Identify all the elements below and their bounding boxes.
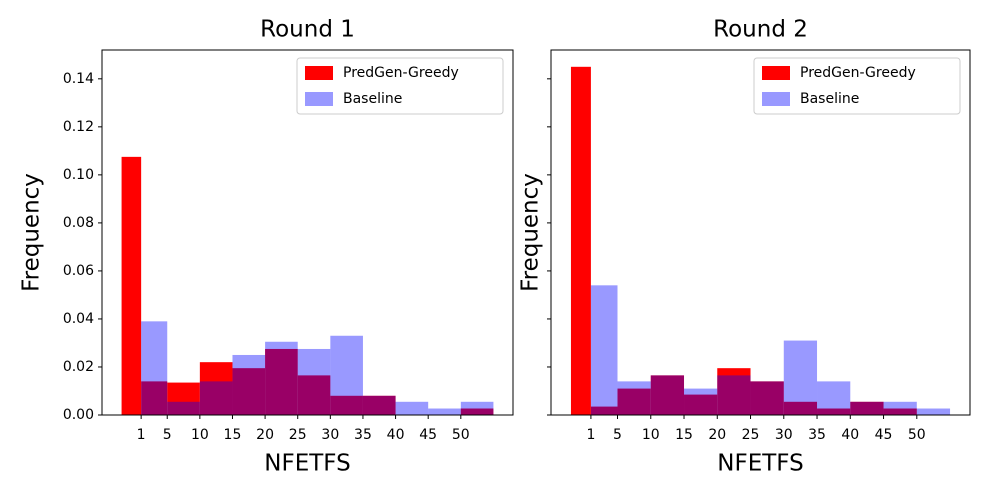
legend-swatch — [305, 92, 333, 106]
chart-title: Round 1 — [260, 17, 355, 43]
x-tick-label: 45 — [875, 427, 893, 443]
y-tick-label: 0.12 — [63, 119, 94, 135]
histogram-bar — [650, 375, 685, 415]
x-tick-label: 40 — [387, 427, 405, 443]
legend-label: Baseline — [800, 91, 859, 107]
legend-swatch — [762, 66, 790, 80]
histogram-bar — [167, 382, 200, 415]
histogram-bar — [428, 408, 461, 415]
histogram-bar — [717, 375, 751, 415]
histogram-bar — [684, 394, 718, 415]
legend-label: Baseline — [343, 91, 402, 107]
histogram-bar — [570, 66, 591, 416]
histogram-bar — [232, 368, 266, 415]
histogram-bar — [817, 408, 851, 415]
histogram-bar — [617, 381, 651, 415]
histogram-bar — [850, 401, 884, 415]
histogram-bar — [717, 368, 751, 415]
legend-label: PredGen-Greedy — [343, 65, 459, 81]
x-tick-label: 5 — [613, 427, 622, 443]
subplot: 1 5 10 15 20 25 30 35 40 45 500.000.020.040.060.08… — [19, 17, 514, 477]
histogram-bar — [750, 381, 784, 415]
histogram-bar — [460, 408, 494, 415]
x-tick-label: 15 — [224, 427, 242, 443]
histogram-bar — [141, 381, 168, 415]
x-tick-label: 40 — [841, 427, 859, 443]
x-tick-label: 30 — [775, 427, 793, 443]
legend-label: PredGen-Greedy — [800, 65, 916, 81]
histogram-bar — [883, 408, 917, 415]
legend-frame — [296, 57, 504, 115]
y-tick-label: 0.08 — [63, 215, 94, 231]
histogram-bar — [199, 362, 233, 415]
x-tick-label: 1 — [586, 427, 595, 443]
x-axis-label: NFETFS — [717, 451, 803, 477]
legend-swatch — [762, 92, 790, 106]
y-tick-label: 0.02 — [63, 359, 94, 375]
histogram-bar — [650, 375, 685, 415]
histogram-bar — [199, 381, 233, 415]
x-tick-label: 25 — [742, 427, 760, 443]
chart-title: Round 2 — [713, 17, 808, 43]
y-tick-label: 0.06 — [63, 263, 94, 279]
x-tick-label: 35 — [808, 427, 826, 443]
y-axis-label: Frequency — [518, 173, 544, 292]
histogram-bar — [817, 381, 851, 415]
x-tick-label: 5 — [163, 427, 172, 443]
legend: PredGen-Greedy Baseline — [753, 57, 961, 115]
histogram-bar — [297, 348, 331, 415]
x-tick-label: 10 — [191, 427, 209, 443]
y-tick-label: 0.00 — [63, 407, 94, 423]
x-tick-label: 10 — [642, 427, 660, 443]
histogram-bar — [590, 406, 618, 415]
histogram-bar — [265, 348, 298, 415]
histogram-bar — [362, 395, 396, 415]
x-tick-label: 30 — [321, 427, 339, 443]
histogram-bar — [783, 401, 818, 415]
histogram-bar — [916, 408, 951, 415]
x-tick-label: 20 — [708, 427, 726, 443]
histogram-bar — [141, 321, 168, 415]
x-tick-label: 35 — [354, 427, 372, 443]
histogram-bar — [330, 335, 363, 415]
histogram-bar — [750, 381, 784, 415]
histogram-bar — [362, 395, 396, 415]
histogram-bar — [121, 156, 142, 415]
histogram-bar — [330, 395, 363, 415]
legend-frame — [753, 57, 961, 115]
histogram-bar — [460, 401, 494, 415]
axes-frame — [101, 49, 514, 416]
histogram-bar — [232, 354, 266, 415]
axes-frame — [550, 49, 971, 416]
legend: PredGen-Greedy Baseline — [296, 57, 504, 115]
y-axis-label: Frequency — [19, 173, 45, 292]
histogram-bar — [265, 341, 298, 415]
histogram-bar — [850, 401, 884, 415]
histogram-bar — [297, 375, 331, 415]
x-axis-label: NFETFS — [264, 451, 350, 477]
x-tick-label: 45 — [419, 427, 437, 443]
histogram-bar — [167, 401, 200, 415]
histogram-bar — [590, 285, 618, 415]
y-tick-label: 0.10 — [63, 167, 94, 183]
histogram-bar — [617, 388, 651, 415]
legend-swatch — [305, 66, 333, 80]
histogram-bar — [783, 340, 818, 415]
y-tick-label: 0.14 — [63, 71, 94, 87]
y-tick-label: 0.04 — [63, 311, 94, 327]
histogram-bar — [684, 388, 718, 415]
x-tick-label: 50 — [908, 427, 926, 443]
x-tick-label: 15 — [675, 427, 693, 443]
histogram-bar — [883, 401, 917, 415]
x-tick-label: 1 — [137, 427, 146, 443]
histogram-bar — [395, 401, 429, 415]
x-tick-label: 20 — [256, 427, 274, 443]
x-tick-label: 25 — [289, 427, 307, 443]
x-tick-label: 50 — [452, 427, 470, 443]
